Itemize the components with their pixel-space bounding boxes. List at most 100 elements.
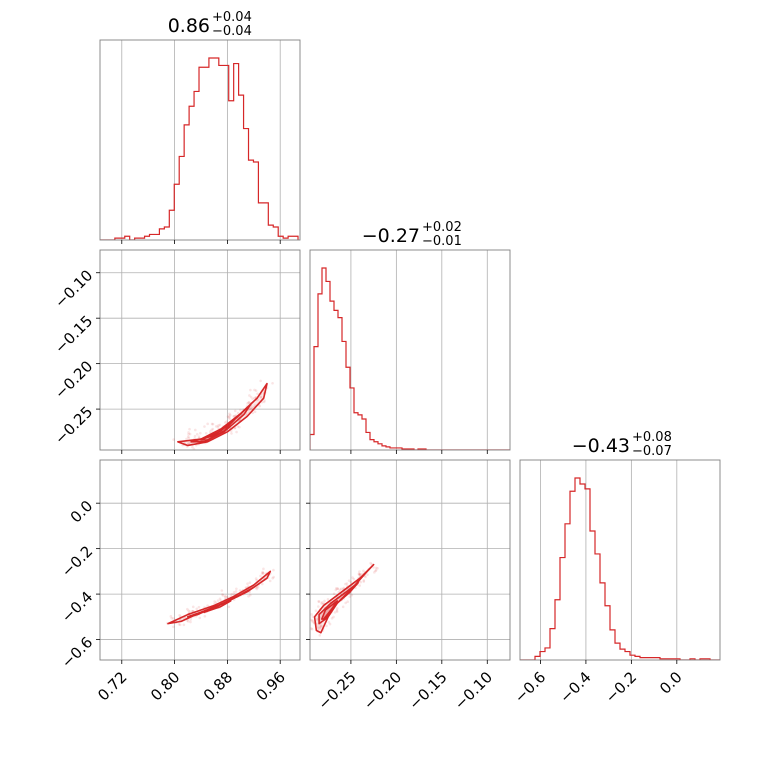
scatter-point [345, 582, 349, 585]
scatter-point [374, 569, 377, 573]
scatter-point [187, 609, 190, 612]
scatter-point [187, 432, 190, 436]
scatter-point [197, 605, 201, 609]
scatter-point [223, 595, 227, 599]
scatter-point [357, 573, 361, 576]
scatter-point [263, 399, 266, 402]
scatter-point [246, 582, 249, 586]
scatter-point [320, 624, 323, 628]
scatter-point [232, 415, 236, 418]
title-plus: +0.08 [632, 430, 672, 445]
x-tick-label: −0.25 [315, 668, 360, 713]
scatter-point [247, 401, 251, 404]
scatter-point [186, 607, 189, 611]
scatter-point [253, 388, 256, 392]
title-plus: +0.04 [212, 10, 252, 25]
scatter-point [347, 579, 351, 582]
scatter-point [198, 616, 202, 620]
scatter-point [256, 392, 259, 396]
scatter-point [271, 381, 274, 385]
scatter-point [229, 413, 232, 417]
panel-title-2: −0.43 +0.08−0.07 [572, 430, 672, 459]
panel-frame [99, 39, 301, 241]
scatter-point [253, 410, 257, 414]
scatter-point [191, 605, 195, 609]
scatter-point [238, 589, 242, 592]
scatter-point [248, 407, 252, 411]
scatter-point [203, 425, 206, 428]
scatter-point [236, 425, 239, 428]
x-tick-label: 0.0 [656, 668, 686, 698]
scatter-point [259, 574, 262, 578]
scatter-point [248, 581, 252, 585]
scatter-point [206, 604, 209, 608]
x-tick-label: −0.6 [511, 668, 549, 706]
title-plus: +0.02 [422, 220, 462, 235]
panel-frame [309, 249, 511, 451]
scatter-point [186, 620, 190, 623]
scatter-point [230, 432, 233, 435]
scatter-point [366, 573, 369, 576]
scatter-point [310, 627, 314, 631]
scatter-point [186, 435, 190, 439]
scatter-point [195, 432, 199, 436]
scatter-point [358, 572, 361, 576]
scatter-point [335, 609, 339, 612]
scatter-point [310, 618, 313, 622]
scatter-point [178, 623, 182, 627]
scatter-point [346, 600, 349, 604]
scatter-point [221, 594, 225, 597]
y-tick-label: −0.4 [58, 588, 96, 626]
scatter-point [194, 428, 197, 432]
contour-level-0 [313, 563, 375, 634]
scatter-point [247, 594, 250, 598]
scatter-point [228, 417, 232, 421]
scatter-point [316, 625, 320, 628]
scatter-point [172, 438, 175, 441]
scatter-point [249, 407, 252, 410]
scatter-point [317, 600, 320, 603]
scatter-point [369, 561, 372, 565]
scatter-point [232, 590, 236, 594]
panel-frame [519, 459, 721, 661]
scatter-point [233, 409, 237, 413]
x-tick-label: 0.88 [200, 668, 236, 704]
title-median: 0.86 [168, 15, 210, 37]
scatter-point [193, 434, 197, 438]
scatter-point [374, 568, 378, 572]
scatter-point [218, 423, 222, 427]
scatter-point [349, 580, 353, 584]
title-median: −0.43 [572, 435, 630, 457]
scatter-point [341, 605, 345, 609]
scatter-point [344, 601, 347, 605]
y-tick-label: 0.0 [67, 497, 97, 527]
scatter-point [352, 577, 356, 581]
scatter-point [268, 579, 272, 583]
scatter-point [311, 619, 314, 622]
title-minus: −0.04 [212, 24, 252, 39]
scatter-point [362, 569, 365, 573]
scatter-point [247, 401, 251, 404]
scatter-point [259, 379, 262, 383]
scatter-point [188, 432, 192, 436]
scatter-point [251, 397, 254, 401]
scatter-point [227, 416, 231, 419]
scatter-point [225, 420, 229, 423]
scatter-point [236, 411, 240, 415]
scatter-point [225, 595, 229, 599]
scatter-point [192, 447, 196, 450]
scatter-point [330, 616, 334, 620]
scatter-point [310, 613, 313, 616]
scatter-point [249, 395, 253, 399]
scatter-point [262, 567, 265, 571]
contour-level-2 [200, 419, 235, 441]
scatter-point [373, 571, 376, 574]
scatter-point [272, 568, 275, 572]
scatter-point [357, 572, 361, 575]
scatter-point [259, 396, 263, 399]
scatter-point [255, 587, 259, 591]
scatter-point [188, 427, 191, 431]
scatter-point [210, 428, 213, 432]
scatter-point [221, 593, 224, 596]
scatter-point [311, 620, 315, 623]
